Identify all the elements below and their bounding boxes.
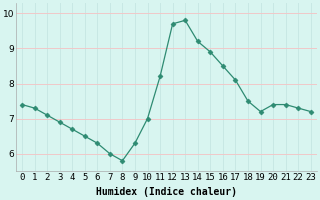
X-axis label: Humidex (Indice chaleur): Humidex (Indice chaleur): [96, 187, 237, 197]
